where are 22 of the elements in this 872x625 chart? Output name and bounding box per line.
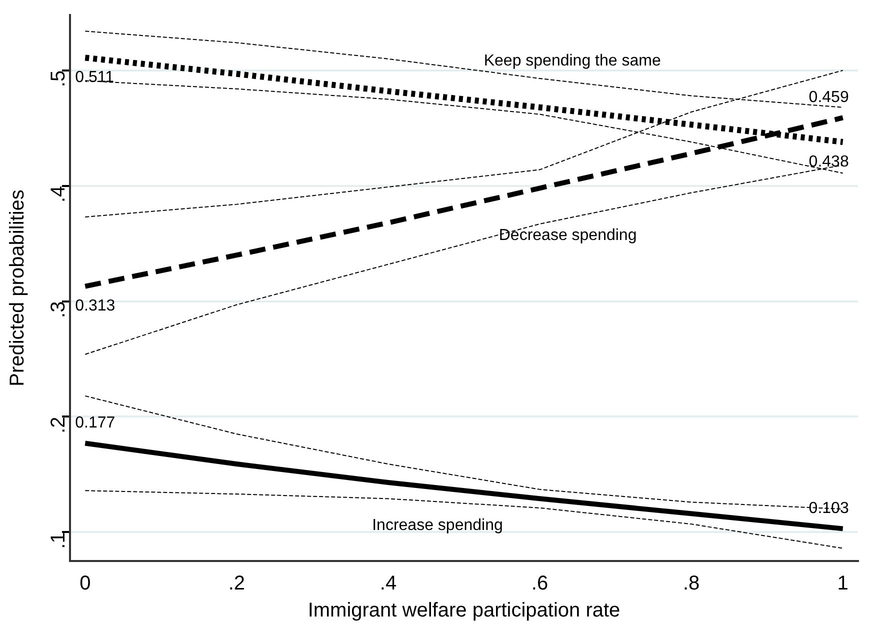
series-label: Decrease spending: [498, 227, 637, 244]
y-tick-label: .5: [48, 70, 70, 88]
data-label: 0.103: [808, 500, 849, 518]
data-label: 0.438: [808, 153, 849, 170]
x-tick-label: 0: [80, 572, 91, 595]
y-tick-label: .2: [48, 416, 70, 434]
y-tick-label: .3: [48, 301, 70, 318]
x-axis-title: Immigrant welfare participation rate: [308, 600, 620, 622]
series-label: Keep spending the same: [484, 52, 661, 70]
data-label: 0.313: [75, 298, 116, 315]
y-tick-label: .4: [48, 186, 70, 203]
x-tick-label: .4: [380, 572, 397, 595]
x-tick-label: .6: [531, 572, 548, 595]
y-axis-title: Predicted probabilities: [6, 190, 29, 386]
series-label: Increase spending: [372, 517, 503, 534]
data-label: 0.511: [75, 69, 114, 86]
x-tick-label: .8: [682, 572, 700, 595]
x-tick-label: 1: [837, 572, 848, 595]
y-tick-label: .1: [48, 532, 70, 549]
data-label: 0.459: [808, 89, 849, 106]
data-label: 0.177: [75, 414, 116, 432]
x-tick-label: .2: [228, 572, 246, 595]
